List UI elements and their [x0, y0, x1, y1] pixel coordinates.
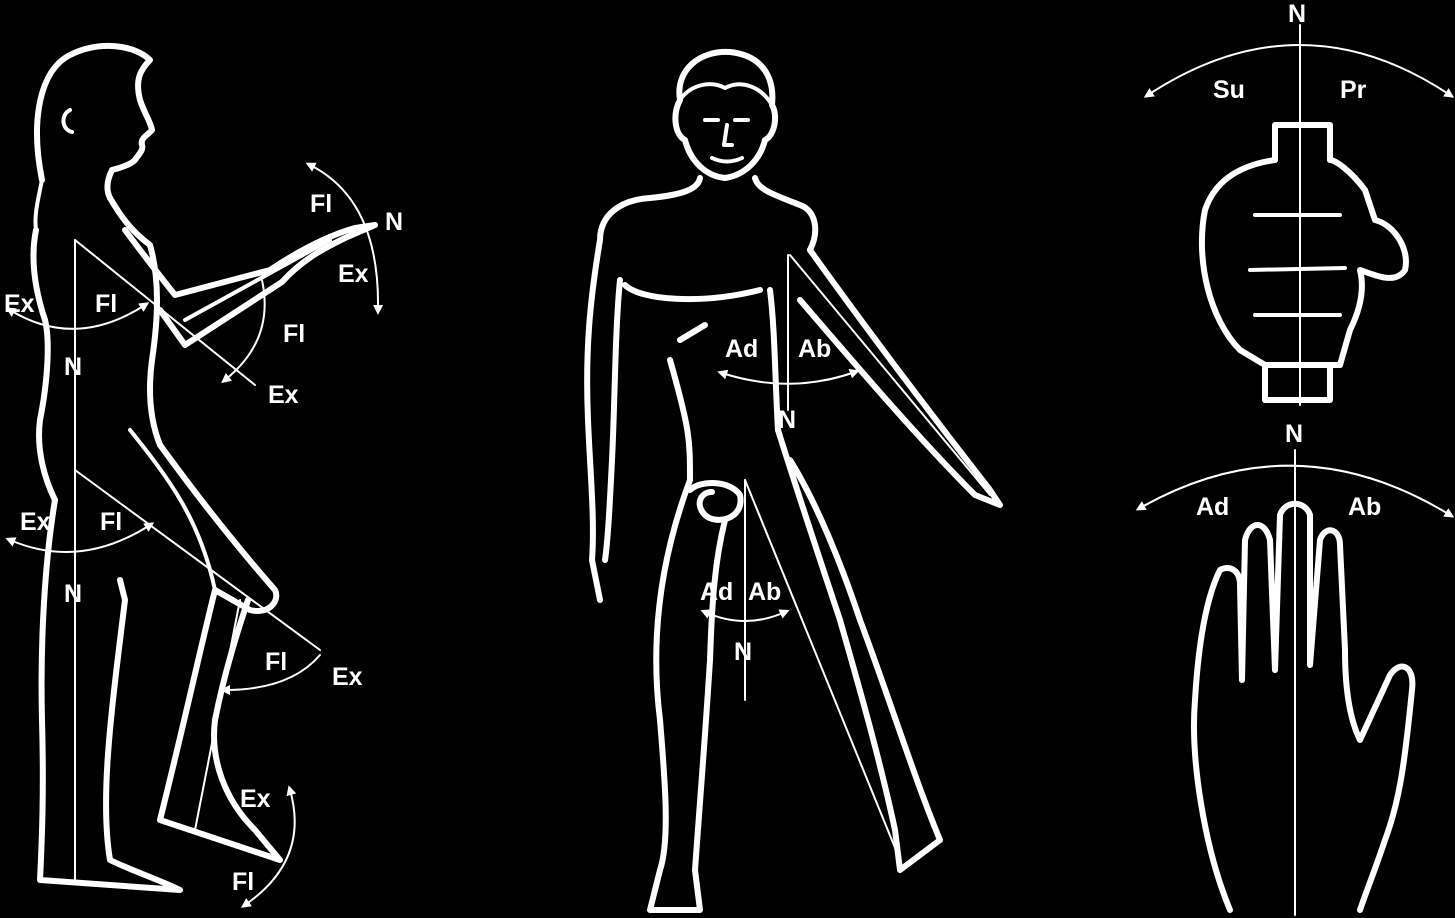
front-hip-arc: [700, 609, 790, 622]
side-arm-inner: [183, 238, 332, 322]
side-hip-n-label: N: [64, 580, 82, 608]
side-hip-line: [74, 469, 321, 651]
front-view-figure: Ad Ab N Ad Ab N: [584, 48, 1003, 913]
fist-rod-top: [1272, 122, 1333, 163]
side-knee-arc: [220, 654, 321, 695]
side-ear: [61, 108, 74, 134]
side-shoulder-flex-line: [74, 239, 256, 386]
fist-view: N Su Pr: [1143, 0, 1455, 406]
side-shoulder-ex-label: Ex: [4, 290, 35, 318]
fist-rod-bottom: [1262, 362, 1333, 403]
side-knee-ex-label: Ex: [332, 663, 363, 691]
side-front-leg: [157, 442, 283, 863]
side-shoulder-arc: [5, 302, 150, 330]
front-right-leg-abducted: [775, 427, 943, 873]
side-elbow-ex-label: Ex: [338, 260, 369, 288]
side-forearm-fl-label: Fl: [283, 320, 305, 348]
palm-n-label: N: [1285, 420, 1303, 448]
side-elbow-arc: [305, 162, 384, 315]
side-shin-line: [194, 599, 241, 831]
front-neck-shoulders: [597, 175, 819, 253]
fist-n-label: N: [1288, 0, 1306, 28]
side-hip-ex-label: Ex: [20, 508, 51, 536]
side-shoulder-n-label: N: [64, 353, 82, 381]
front-left-arm: [584, 237, 623, 603]
side-elbow-fl-label: Fl: [310, 190, 332, 218]
front-shoulder-ad-label: Ad: [725, 335, 758, 363]
front-hair: [678, 82, 774, 107]
front-left-leg: [647, 477, 728, 913]
front-genitals: [687, 480, 744, 523]
side-forearm-ex-label: Ex: [268, 381, 299, 409]
side-back-outline: [30, 227, 58, 503]
side-view-figure: Ex Fl N Fl N Ex Fl Ex Ex Fl N Fl Ex Ex F…: [4, 42, 403, 908]
front-shoulder-ab-label: Ab: [798, 335, 831, 363]
palm-outline: [1191, 500, 1416, 913]
side-back-leg: [37, 497, 183, 893]
side-shoulder-fl-label: Fl: [95, 290, 117, 318]
palm-view: N Ad Ab: [1135, 420, 1455, 916]
fist-pr-label: Pr: [1340, 76, 1367, 104]
side-hip-fl-label: Fl: [100, 508, 122, 536]
fist-su-label: Su: [1213, 76, 1245, 104]
fist-rotation-arc: [1143, 44, 1455, 98]
front-right-leg-reference: [744, 479, 901, 861]
side-knee-inner: [128, 428, 217, 592]
side-head-outline: [34, 42, 155, 201]
front-torso: [622, 282, 781, 483]
side-hip-arc: [5, 522, 155, 553]
front-shoulder-n-label: N: [778, 406, 796, 434]
side-ankle-fl-label: Fl: [232, 868, 254, 896]
palm-ab-label: Ab: [1348, 493, 1381, 521]
front-face: [703, 118, 750, 164]
front-head-outline: [672, 48, 779, 181]
front-right-arm-abducted: [797, 247, 1003, 508]
front-hip-n-label: N: [734, 638, 752, 666]
side-forearm-arc: [221, 279, 266, 384]
side-ankle-arc: [240, 785, 297, 908]
front-hip-ad-label: Ad: [700, 578, 733, 606]
side-neck-back: [33, 178, 44, 232]
palm-ad-label: Ad: [1196, 493, 1229, 521]
fist-outline: [1198, 157, 1409, 368]
front-right-arm-reference: [789, 254, 991, 496]
front-hip-ab-label: Ab: [748, 578, 781, 606]
palm-deviation-arc: [1135, 464, 1455, 518]
side-elbow-n-label: N: [385, 208, 403, 236]
side-front-torso: [107, 195, 163, 448]
fist-finger-creases: [1248, 213, 1347, 317]
front-shoulder-arc: [717, 368, 860, 385]
side-ankle-ex-label: Ex: [240, 785, 271, 813]
side-knee-fl-label: Fl: [265, 648, 287, 676]
